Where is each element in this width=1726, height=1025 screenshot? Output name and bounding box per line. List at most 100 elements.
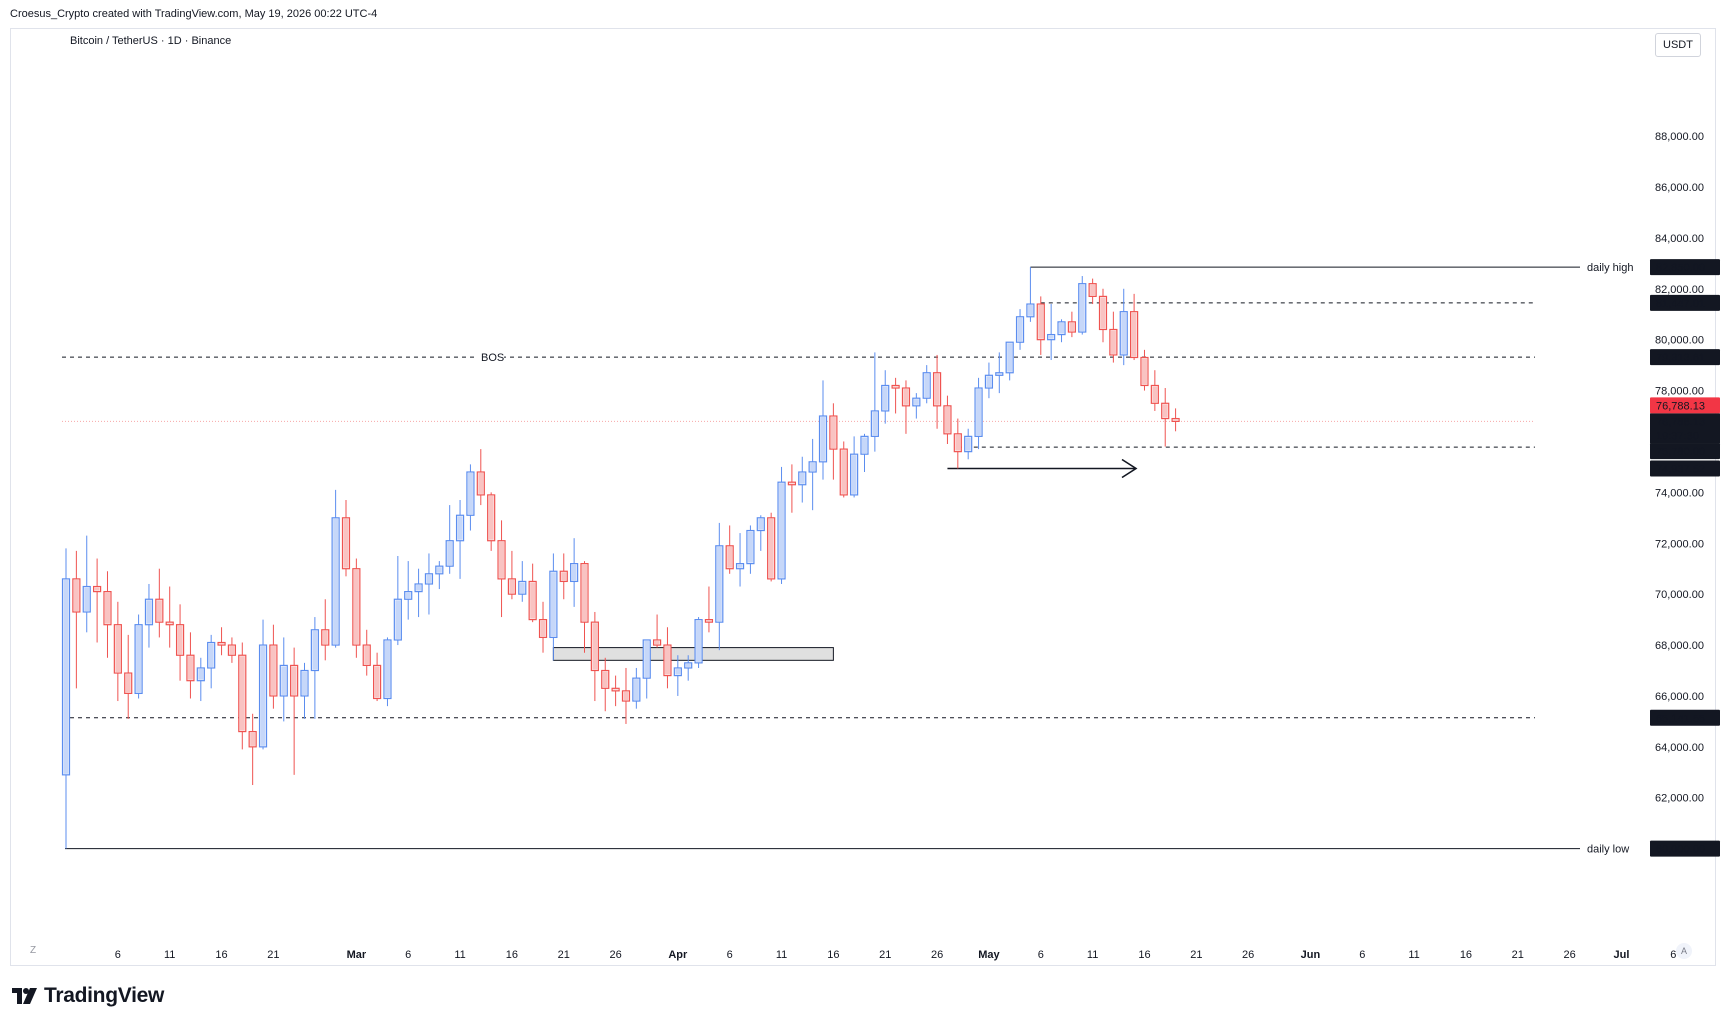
tradingview-wordmark: TradingView [44,984,165,1007]
candle-fill [530,582,536,619]
candle-fill [447,541,453,566]
y-tick-label: 64,000.00 [1655,742,1704,754]
candle-body [1005,341,1014,374]
candle-fill [882,386,888,410]
candle-fill [353,569,359,645]
y-tick-label: 74,000.00 [1655,487,1704,499]
badge-81447-bg [1650,294,1720,311]
candle-body [611,687,620,692]
candle-body [787,481,797,486]
candle-fill [384,640,390,698]
candle-body [186,654,195,682]
badge-last-price-bg [1650,397,1720,414]
tradingview-logo: TradingView [12,984,164,1008]
candle-body [808,461,817,473]
candle-body [995,372,1004,376]
candle-body [362,644,371,667]
candle-body [901,387,911,407]
candle-body [735,563,745,570]
candle-fill [125,674,131,693]
x-tick-label: 6 [1038,949,1044,961]
candle-body [1130,311,1139,359]
candle-fill [1173,419,1179,421]
candle-fill [1121,312,1127,354]
candle-fill [426,574,432,583]
candle-body [258,644,268,748]
candle-body [1067,321,1076,333]
candle-fill [810,462,816,472]
y-tick-label: 78,000.00 [1655,386,1704,398]
candle-body [93,585,102,593]
candle-body [1078,283,1087,333]
symbol-title[interactable]: Bitcoin / TetherUS · 1D · Binance [70,35,232,47]
candle-body [248,730,257,748]
candle-fill [312,630,318,670]
candle-body [290,664,299,697]
badge-daily-high-bg [1650,259,1720,276]
candle-body [673,667,682,677]
candle-fill [582,564,587,622]
candle-body [207,641,216,669]
candle-body [300,669,309,697]
y-tick-label: 68,000.00 [1655,640,1704,652]
candle-fill [281,666,287,695]
badge-daily-low: 60,000.00 [1656,844,1705,856]
candle-body [466,471,475,516]
candle-body [383,639,392,700]
candle-body [932,372,942,407]
candle-fill [416,584,422,591]
candle-body [559,570,568,583]
x-tick-label: 16 [215,949,227,961]
x-tick-label: Apr [668,949,688,961]
candle-fill [841,450,847,494]
daily-high-tag: daily high [1587,262,1633,274]
candle-fill [644,640,650,678]
candle-body [238,654,247,733]
candle-fill [913,399,919,405]
candle-body [642,639,651,679]
candle-body [549,570,558,639]
candle-body [269,644,278,697]
candle-body [373,664,382,700]
candle-body [715,545,724,623]
candle-fill [706,620,712,622]
x-tick-label: 21 [1190,949,1202,961]
candle-body [341,517,351,570]
y-tick-label: 70,000.00 [1655,589,1704,601]
candle-fill [934,373,940,405]
candle-body [518,580,527,595]
candle-body [570,563,579,583]
zoom-reset-button[interactable]: Z [30,945,37,956]
candle-fill [467,473,473,515]
candle-fill [561,572,567,581]
candle-body [507,578,517,595]
candle-fill [488,495,494,540]
candle-fill [167,623,173,624]
candle-body [497,540,506,580]
x-tick-label: Mar [347,949,367,961]
candle-body [435,565,444,575]
x-tick-label: 6 [405,949,411,961]
candle-body [1140,356,1149,387]
y-tick-label: 82,000.00 [1655,284,1704,296]
y-tick-label: 88,000.00 [1655,131,1704,143]
badge-75780-bg [1650,443,1720,460]
currency-button[interactable]: USDT [1655,33,1701,57]
candle-fill [395,600,401,639]
candle-fill [146,600,152,624]
candle-body [165,621,174,626]
candle-body [974,387,983,437]
candle-fill [1027,305,1033,316]
candle-fill [830,417,836,449]
candle-fill [540,620,546,637]
auto-scale-button[interactable]: A [1676,943,1692,959]
candle-fill [727,546,733,568]
bos-label-bg [478,350,504,364]
candle-body [756,517,765,532]
candle-fill [333,518,339,645]
x-tick-label: 11 [1408,949,1419,961]
chart-frame [10,28,1716,966]
x-tick-label: 16 [506,949,518,961]
candle-body [1047,333,1056,341]
